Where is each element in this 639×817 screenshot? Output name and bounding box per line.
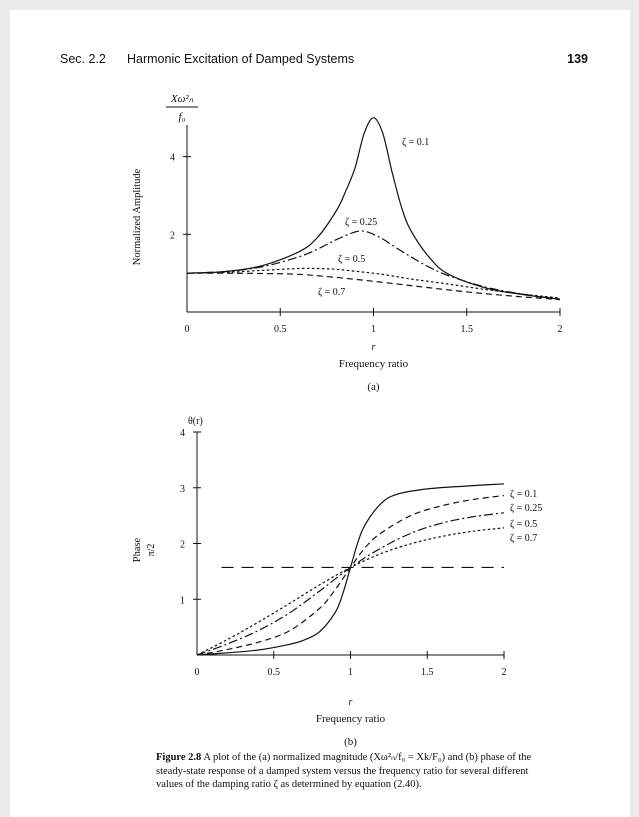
page-number: 139: [567, 52, 588, 66]
x-tick-label: 2: [502, 667, 507, 678]
y-axis-title: Phase: [132, 537, 143, 562]
y-axis-pi-over-2: π/2: [146, 544, 157, 557]
series-line-2: [186, 230, 561, 300]
x-axis-title: Frequency ratio: [316, 713, 386, 725]
x-axis-symbol: r: [372, 342, 376, 353]
x-axis-symbol: r: [349, 697, 353, 708]
figure-label: Figure 2.8: [156, 752, 202, 763]
y-axis-title: Normalized Amplitude: [132, 168, 143, 265]
x-tick-label: 1.5: [421, 667, 434, 678]
y-tick-label: 4: [180, 428, 185, 439]
series-label-3: ζ = 0.5: [338, 254, 365, 265]
y-tick-label: 3: [180, 484, 185, 495]
y-tick-label: 2: [180, 540, 185, 551]
series-label-1: ζ = 0.1: [402, 137, 429, 148]
x-tick-label: 2: [558, 324, 563, 335]
x-tick-label: 1.5: [461, 324, 474, 335]
y-top-label-numerator: Xω²ₙ: [170, 93, 194, 105]
series-label-4: ζ = 0.7: [318, 287, 345, 298]
figure-caption: Figure 2.8 A plot of the (a) normalized …: [156, 751, 546, 792]
panel-label: (a): [367, 381, 380, 393]
y-tick-label: 4: [170, 153, 175, 164]
book-page: Sec. 2.2 Harmonic Excitation of Damped S…: [10, 10, 630, 817]
panel-label: (b): [344, 736, 357, 748]
series-line-1: [186, 117, 561, 300]
series-label-2: ζ = 0.25: [345, 217, 377, 228]
series-line-1: [196, 483, 505, 656]
x-tick-label: 0: [195, 667, 200, 678]
series-line-3: [196, 512, 505, 656]
phase-chart: 0 0.5 1 1.5 2 1 2 3 4 ζ = 0.1 ζ = 0.25 ζ = 0.5 ζ = 0…: [132, 416, 542, 748]
series-label-4: ζ = 0.7: [510, 533, 537, 544]
x-tick-label: 0.5: [268, 667, 281, 678]
series-line-4: [186, 272, 561, 301]
series-label-3: ζ = 0.5: [510, 519, 537, 530]
amplitude-chart: 0 0.5 1 1.5 2 2 4 ζ = 0.1 ζ = 0.25 ζ = 0.5 ζ = 0.7…: [132, 93, 563, 393]
figure-caption-text: A plot of the (a) normalized magnitude (…: [156, 752, 532, 790]
series-label-1: ζ = 0.1: [510, 489, 537, 500]
x-tick-label: 0.5: [274, 324, 287, 335]
series-label-2: ζ = 0.25: [510, 503, 542, 514]
x-tick-label: 1: [371, 324, 376, 335]
x-tick-label: 0: [185, 324, 190, 335]
y-top-label-denominator: f₀: [179, 111, 186, 123]
y-tick-label: 1: [180, 595, 185, 606]
series-line-3: [186, 267, 561, 299]
running-title: Harmonic Excitation of Damped Systems: [127, 52, 355, 66]
x-tick-label: 1: [348, 667, 353, 678]
y-tick-label: 2: [170, 230, 175, 241]
y-top-label: θ(r): [188, 416, 203, 427]
series-line-4: [196, 527, 505, 656]
x-axis-title: Frequency ratio: [339, 358, 409, 370]
section-number: Sec. 2.2: [60, 52, 106, 66]
